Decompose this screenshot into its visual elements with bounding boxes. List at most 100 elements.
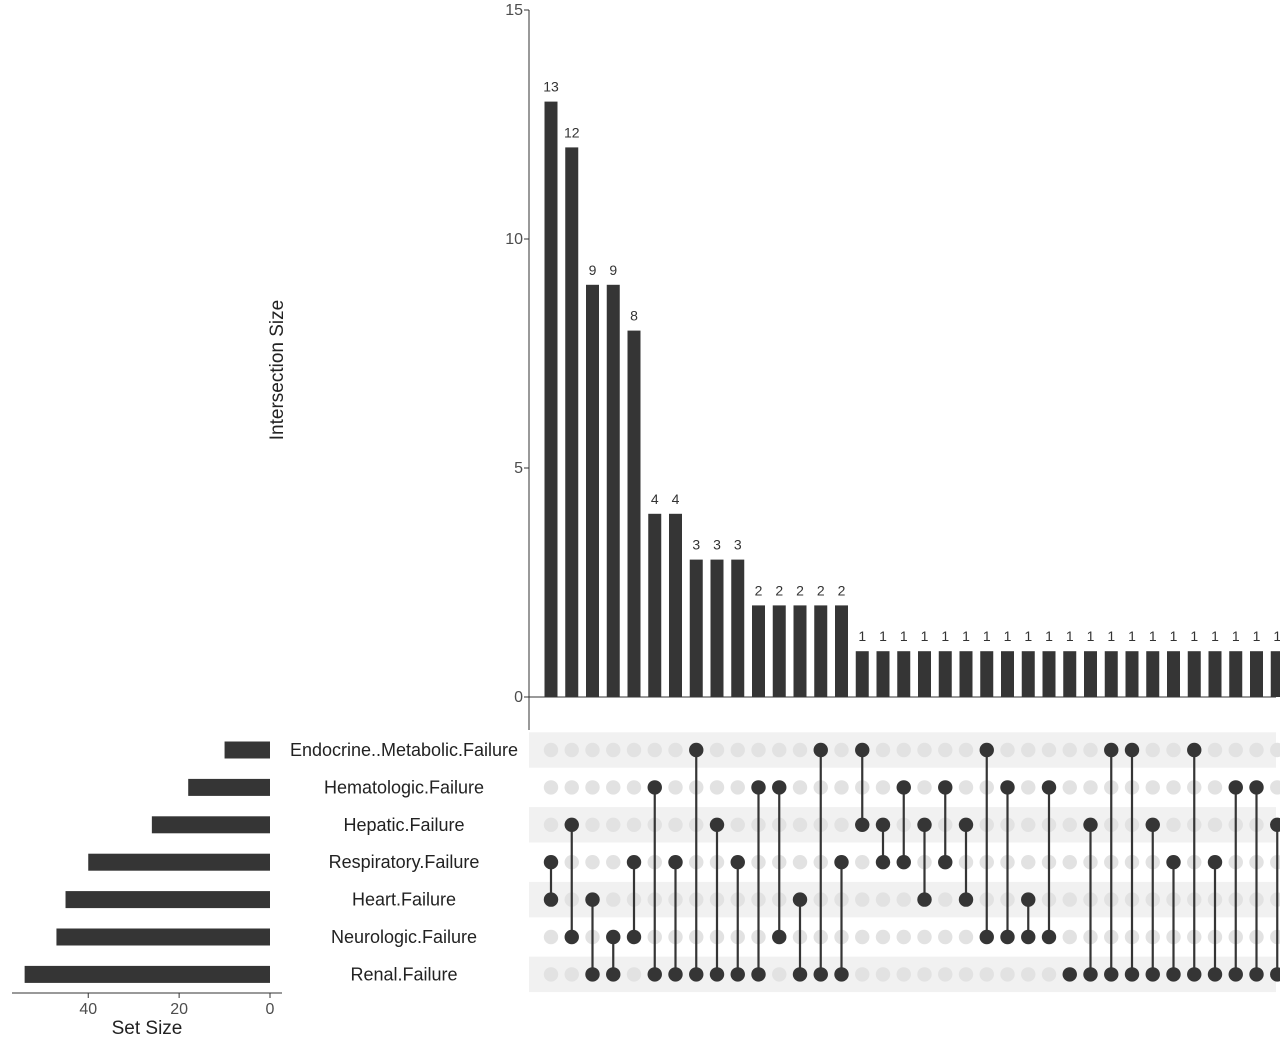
matrix-dot-inactive [564,780,579,795]
matrix-dot-inactive [1062,780,1077,795]
set-size-bar [151,816,270,834]
matrix-dot-inactive [543,817,559,832]
matrix-dot-inactive [668,742,683,758]
y-tick-label: 5 [514,460,523,477]
bar-value-label: 4 [672,491,680,507]
set-name-labels: Endocrine..Metabolic.Failure Hematologic.… [290,740,518,984]
matrix-dot-inactive [606,817,621,832]
matrix-dot-inactive [938,742,953,758]
matrix-dot-inactive [938,929,953,945]
intersection-bar [752,605,765,697]
matrix-dot-active [689,742,704,758]
matrix-dot-active [896,780,911,795]
matrix-dot-inactive [1145,742,1160,758]
matrix-dot-inactive [1166,742,1181,758]
matrix-dot-inactive [606,780,621,795]
matrix-dot-inactive [751,742,766,758]
matrix-dot-active [709,967,725,982]
set-name-label: Endocrine..Metabolic.Failure [290,740,518,760]
bar-value-label: 2 [817,582,825,598]
bar-value-label: 1 [879,628,887,644]
y-tick-label: 15 [505,2,523,19]
matrix-dot-active [647,967,662,982]
bar-value-label: 3 [713,537,721,553]
matrix-dot-inactive [1228,742,1243,758]
matrix-dot-inactive [730,742,745,758]
bar-value-label: 1 [858,628,866,644]
intersection-bar [1104,651,1118,697]
matrix-dot-inactive [709,742,725,758]
intersection-bar [1063,651,1077,697]
matrix-dot-active [585,892,600,907]
matrix-dot-inactive [564,967,579,982]
matrix-dot-inactive [875,892,891,907]
matrix-dot-inactive [772,967,787,982]
y-tick-label: 10 [505,231,523,248]
intersection-bar [876,651,890,697]
matrix-dot-inactive [1062,817,1077,832]
matrix-dot-active [938,780,953,795]
bar-value-label: 3 [734,537,742,553]
bar-value-label: 1 [1149,628,1157,644]
matrix-dot-active [1207,855,1223,870]
matrix-dot-active [917,892,932,907]
matrix-dot-inactive [917,742,932,758]
set-name-label: Neurologic.Failure [331,927,477,947]
intersection-bar [1229,651,1243,697]
bar-value-label: 1 [1232,628,1240,644]
matrix-dot-inactive [917,929,932,945]
intersection-bar [814,605,828,697]
matrix-dot-inactive [875,967,891,982]
matrix-dot-inactive [626,817,642,832]
matrix-dot-active [751,780,766,795]
matrix-dot-active [606,967,621,982]
matrix-dot-inactive [1166,817,1181,832]
intersection-bar [544,101,558,698]
matrix-dot-inactive [958,929,974,945]
matrix-dot-inactive [855,967,870,982]
matrix-dot-active [1145,967,1160,982]
matrix-dot-active [792,967,808,982]
matrix-dot-active [709,817,725,832]
intersection-bar [897,651,911,697]
set-size-bar [65,891,271,909]
matrix-dot-active [543,855,559,870]
matrix-dot-active [1228,780,1243,795]
intersection-bar [1021,651,1035,697]
bar-value-label: 1 [1273,628,1280,644]
matrix-dot-inactive [772,742,787,758]
matrix-dot-active [689,967,704,982]
matrix-dot-inactive [1021,780,1036,795]
intersection-bar [772,605,786,697]
bar-value-label: 8 [630,308,638,324]
set-size-bar [88,853,271,871]
matrix-dot-active [979,929,994,945]
matrix-dot-active [1062,967,1077,982]
matrix-dot-active [1041,929,1057,945]
matrix-dot-inactive [585,817,600,832]
matrix-dot-active [1166,967,1181,982]
intersection-bar [689,559,703,697]
matrix-dot-inactive [834,780,849,795]
intersection-bar [565,147,579,697]
matrix-dot-active [668,967,683,982]
matrix-dot-inactive [543,929,559,945]
matrix-dot-inactive [896,742,911,758]
matrix-dot-inactive [896,967,911,982]
set-size-bar [24,965,271,983]
matrix-dot-active [1124,742,1140,758]
bar-value-label: 2 [775,582,783,598]
matrix-dot-active [1000,929,1015,945]
intersection-size-panel: 0 5 10 15 Intersection Size [267,2,1276,730]
intersection-bar [1270,651,1280,697]
bar-value-label: 13 [543,79,559,95]
matrix-dot-inactive [543,967,559,982]
matrix-dot-inactive [543,780,559,795]
bar-value-label: 1 [1066,628,1074,644]
bar-value-label: 1 [1107,628,1115,644]
matrix-dot-active [1249,967,1264,982]
matrix-dot-inactive [709,780,725,795]
matrix-dot-inactive [1145,780,1160,795]
